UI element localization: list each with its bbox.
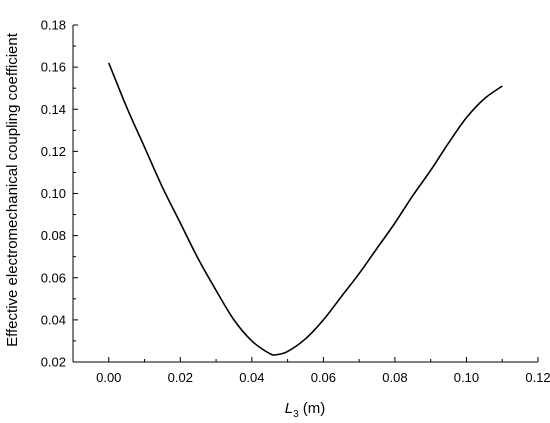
x-axis-label-unit: (m)	[299, 400, 326, 417]
x-tick-label: 0.08	[382, 370, 407, 385]
y-tick-label: 0.12	[41, 144, 66, 159]
y-tick-label: 0.14	[41, 102, 66, 117]
y-tick-label: 0.08	[41, 228, 66, 243]
x-tick-label: 0.12	[525, 370, 550, 385]
y-axis-label: Effective electromechanical coupling coe…	[4, 32, 21, 347]
y-tick-label: 0.04	[41, 312, 66, 327]
x-axis-label-main: L	[285, 400, 293, 417]
y-tick-label: 0.06	[41, 270, 66, 285]
series	[108, 62, 503, 356]
y-tick-label: 0.18	[41, 18, 66, 33]
y-tick-label: 0.02	[41, 355, 66, 370]
series-line	[108, 62, 503, 356]
x-axis-label: L3 (m)	[285, 400, 326, 420]
x-tick-label: 0.10	[454, 370, 479, 385]
x-axis-label-subscript: 3	[293, 409, 299, 420]
x-tick-label: 0.06	[311, 370, 336, 385]
x-tick-label: 0.00	[96, 370, 121, 385]
y-tick-label: 0.16	[41, 60, 66, 75]
axes	[72, 25, 538, 363]
y-tick-label: 0.10	[41, 186, 66, 201]
x-tick-label: 0.02	[168, 370, 193, 385]
ticks: 0.00 0.02 0.04 0.06 0.08 0.10 0.12 0.02 0.04 0.06…	[41, 18, 550, 386]
x-tick-label: 0.04	[239, 370, 264, 385]
